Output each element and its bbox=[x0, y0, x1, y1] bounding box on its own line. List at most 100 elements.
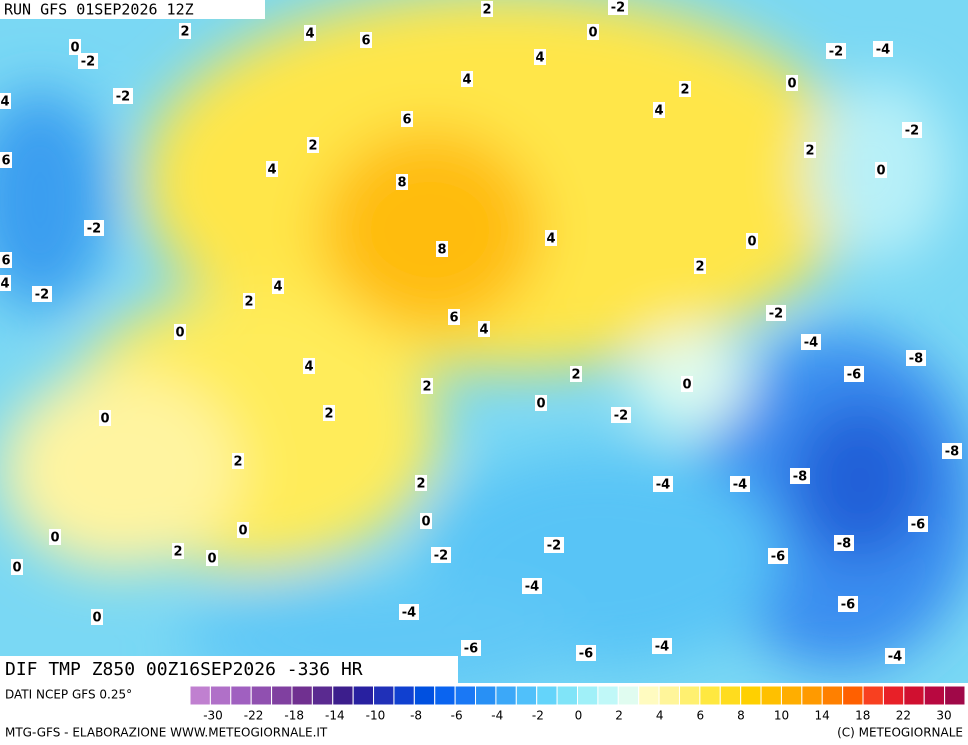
contour-label: 0 bbox=[787, 77, 796, 92]
contour-label: -4 bbox=[656, 478, 670, 493]
contour-label-bg bbox=[885, 648, 905, 664]
contour-label: 2 bbox=[180, 25, 189, 40]
colorbar-tick-label: 22 bbox=[896, 709, 911, 723]
colorbar-tick-label: 8 bbox=[737, 709, 745, 723]
contour-label-bg bbox=[768, 548, 788, 564]
colorbar-cell bbox=[801, 685, 823, 706]
colorbar-cell bbox=[536, 685, 558, 706]
colorbar-tick-label: 2 bbox=[615, 709, 623, 723]
contour-label-bg bbox=[681, 376, 693, 392]
colorbar-cell bbox=[515, 685, 538, 706]
contour-label: -2 bbox=[611, 1, 625, 16]
contour-label: 0 bbox=[92, 611, 101, 626]
contour-label: 0 bbox=[421, 515, 430, 530]
contour-label-bg bbox=[69, 39, 81, 55]
contour-label: 0 bbox=[100, 412, 109, 427]
contour-label-bg bbox=[522, 578, 542, 594]
contour-label-bg bbox=[78, 53, 98, 69]
contour-label-bg bbox=[232, 453, 244, 469]
contour-label: -6 bbox=[771, 550, 785, 565]
contour-label: 2 bbox=[233, 455, 242, 470]
colorbar-cell bbox=[740, 685, 762, 706]
contour-label: 6 bbox=[361, 34, 370, 49]
contour-label: -2 bbox=[905, 124, 919, 139]
contour-label: 6 bbox=[449, 311, 458, 326]
footer-right: (C) METEOGIORNALE bbox=[837, 726, 963, 740]
contour-label: 4 bbox=[0, 95, 9, 110]
colorbar-cell bbox=[760, 685, 782, 706]
contour-label-bg bbox=[448, 309, 460, 325]
colorbar-tick-label: -10 bbox=[366, 709, 386, 723]
contour-label: 2 bbox=[805, 144, 814, 159]
contour-label: 8 bbox=[437, 243, 446, 258]
contour-label: 4 bbox=[305, 27, 314, 42]
contour-label: 4 bbox=[535, 51, 544, 66]
contour-label-bg bbox=[49, 529, 61, 545]
contour-label: -8 bbox=[793, 470, 807, 485]
contour-label-bg bbox=[906, 350, 926, 366]
contour-label: 4 bbox=[654, 104, 663, 119]
colorbar-tick-label: -8 bbox=[410, 709, 422, 723]
colorbar-cell bbox=[842, 685, 864, 706]
contour-label: 0 bbox=[12, 561, 21, 576]
contour-label-bg bbox=[399, 604, 419, 620]
colorbar-cell bbox=[475, 685, 497, 706]
contour-label-bg bbox=[694, 258, 706, 274]
contour-label-bg bbox=[481, 1, 493, 17]
contour-label-bg bbox=[113, 88, 133, 104]
map-caption: DIF TMP Z850 00Z16SEP2026 -336 HR bbox=[5, 659, 363, 680]
contour-label: 6 bbox=[1, 154, 10, 169]
contour-label-bg bbox=[875, 162, 887, 178]
contour-label-bg bbox=[611, 407, 631, 423]
contour-label-bg bbox=[570, 366, 582, 382]
colorbar-cell bbox=[882, 685, 905, 706]
colorbar-tick-label: 18 bbox=[855, 709, 870, 723]
contour-label-bg bbox=[421, 378, 433, 394]
contour-label-bg bbox=[243, 293, 255, 309]
run-title: RUN GFS 01SEP2026 12Z bbox=[4, 1, 194, 19]
contour-label-bg bbox=[396, 174, 408, 190]
contour-label: -8 bbox=[837, 537, 851, 552]
contour-label-bg bbox=[420, 513, 432, 529]
contour-label-bg bbox=[535, 395, 547, 411]
colorbar-cell bbox=[311, 685, 334, 706]
contour-label-bg bbox=[804, 142, 816, 158]
contour-label: -8 bbox=[945, 445, 959, 460]
colorbar-cell bbox=[699, 685, 721, 706]
contour-label: -6 bbox=[464, 642, 478, 657]
contour-label-bg bbox=[766, 305, 786, 321]
contour-label: 4 bbox=[479, 323, 488, 338]
contour-label: 0 bbox=[175, 326, 184, 341]
contour-label: -4 bbox=[804, 336, 818, 351]
contour-label: -2 bbox=[829, 45, 843, 60]
contour-label: 8 bbox=[397, 176, 406, 191]
colorbar-cell bbox=[393, 685, 415, 706]
contour-label-bg bbox=[534, 49, 546, 65]
contour-label: -8 bbox=[909, 352, 923, 367]
colorbar-cell bbox=[250, 685, 273, 706]
contour-label-bg bbox=[544, 537, 564, 553]
contour-label: 0 bbox=[588, 26, 597, 41]
contour-label-bg bbox=[587, 24, 599, 40]
colorbar-tick-label: -22 bbox=[244, 709, 264, 723]
contour-label: 2 bbox=[680, 83, 689, 98]
contour-label-bg bbox=[652, 638, 672, 654]
contour-label: -4 bbox=[888, 650, 902, 665]
contour-label: 4 bbox=[462, 73, 471, 88]
colorbar-cell bbox=[352, 685, 375, 706]
contour-label-bg bbox=[873, 41, 893, 57]
contour-label: -2 bbox=[614, 409, 628, 424]
contour-label-bg bbox=[838, 596, 858, 612]
contour-label-bg bbox=[11, 559, 23, 575]
colorbar-cell bbox=[434, 685, 456, 706]
colorbar-tick-label: -18 bbox=[284, 709, 304, 723]
colorbar-cell bbox=[209, 685, 232, 706]
contour-label-bg bbox=[653, 102, 665, 118]
colorbar-cell bbox=[780, 685, 803, 706]
colorbar-cell bbox=[719, 685, 742, 706]
data-source: DATI NCEP GFS 0.25° bbox=[5, 688, 132, 702]
contour-label-bg bbox=[431, 547, 451, 563]
colorbar-cell bbox=[944, 685, 966, 706]
contour-label-bg bbox=[0, 93, 11, 109]
